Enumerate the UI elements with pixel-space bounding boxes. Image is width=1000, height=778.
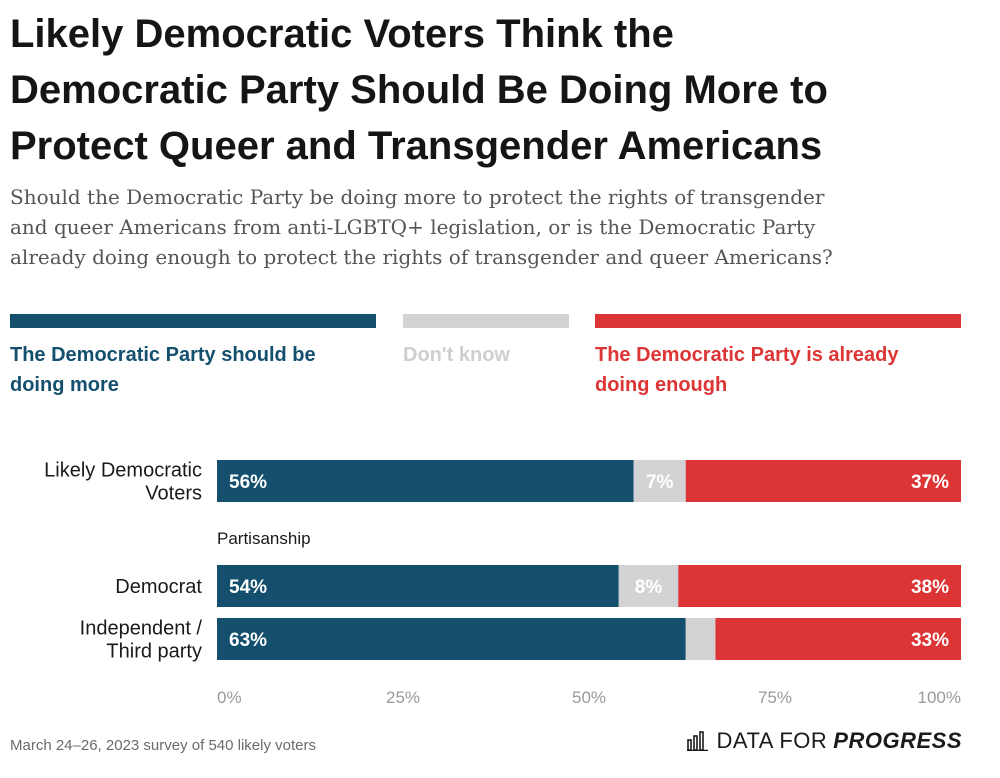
bar-value-label: 33% <box>911 630 949 651</box>
stacked-bar-chart: 56% 7% 37% Likely Democratic Voters 54% 8% 38% D… <box>0 440 1000 720</box>
bar-segment <box>685 618 716 660</box>
x-tick-label: 75% <box>758 688 792 707</box>
chart-title: Likely Democratic Voters Think the Democ… <box>10 6 970 174</box>
legend-label-line: doing enough <box>595 374 728 396</box>
brand-logo: DATA FOR PROGRESS <box>686 728 962 754</box>
category-label: Democrat <box>115 576 202 598</box>
bar-segment <box>217 565 619 607</box>
x-tick-label: 0% <box>217 688 242 707</box>
bar-segment <box>685 460 961 502</box>
legend-item-doing-enough: The Democratic Party is already doing en… <box>595 314 961 400</box>
legend-label-line: doing more <box>10 374 119 396</box>
chart-subtitle-line: Should the Democratic Party be doing mor… <box>10 185 825 209</box>
category-label: Independent / <box>80 618 203 640</box>
bar-chart-icon <box>686 731 708 751</box>
chart-subtitle-line: already doing enough to protect the righ… <box>10 245 833 269</box>
legend-swatch <box>10 314 376 328</box>
chart-subtitle: Should the Democratic Party be doing mor… <box>10 182 980 272</box>
legend-label: The Democratic Party should be doing mor… <box>10 340 376 400</box>
bar-segment <box>217 460 634 502</box>
survey-note: March 24–26, 2023 survey of 540 likely v… <box>10 737 316 754</box>
legend-label-line: Don't know <box>403 344 510 366</box>
x-tick-label: 25% <box>386 688 420 707</box>
bar-value-label: 8% <box>635 577 663 598</box>
bar-value-label: 37% <box>911 472 949 493</box>
bar-segment <box>715 618 961 660</box>
brand-text-bold: PROGRESS <box>833 728 962 753</box>
bar-value-label: 63% <box>229 630 267 651</box>
bar-segment <box>633 460 686 502</box>
legend-swatch <box>403 314 569 328</box>
legend-label-line: The Democratic Party is already <box>595 344 899 366</box>
legend-item-doing-more: The Democratic Party should be doing mor… <box>10 314 376 400</box>
bar-value-label: 38% <box>911 577 949 598</box>
x-tick-label: 50% <box>572 688 606 707</box>
category-label: Likely Democratic <box>44 460 202 482</box>
legend-item-dont-know: Don't know <box>403 314 569 370</box>
x-tick-label: 100% <box>918 688 961 707</box>
bar-value-label: 56% <box>229 472 267 493</box>
group-label: Partisanship <box>217 529 311 548</box>
category-label: Third party <box>106 641 202 663</box>
bar-value-label: 54% <box>229 577 267 598</box>
legend-label: The Democratic Party is already doing en… <box>595 340 961 400</box>
category-label: Voters <box>145 483 202 505</box>
bar-segment <box>678 565 961 607</box>
chart-title-line: Protect Queer and Transgender Americans <box>10 124 823 168</box>
chart-title-line: Likely Democratic Voters Think the <box>10 12 674 56</box>
chart-subtitle-line: and queer Americans from anti-LGBTQ+ leg… <box>10 215 816 239</box>
legend-label: Don't know <box>403 340 569 370</box>
legend-label-line: The Democratic Party should be <box>10 344 316 366</box>
chart-title-line: Democratic Party Should Be Doing More to <box>10 68 828 112</box>
legend-swatch <box>595 314 961 328</box>
bar-value-label: 7% <box>646 472 674 493</box>
brand-text: DATA FOR <box>716 728 828 753</box>
bar-segment <box>618 565 679 607</box>
bar-segment <box>217 618 686 660</box>
